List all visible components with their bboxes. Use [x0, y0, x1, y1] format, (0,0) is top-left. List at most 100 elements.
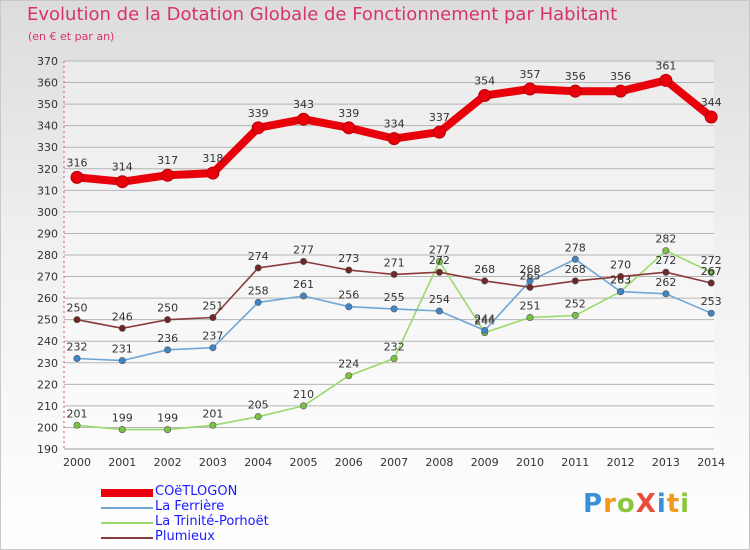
y-tick-label: 220 [37, 378, 58, 391]
data-point [704, 110, 718, 124]
data-point [209, 314, 217, 322]
data-label: 317 [157, 154, 178, 167]
data-label: 256 [338, 289, 359, 302]
x-tick-label: 2012 [607, 456, 635, 469]
y-tick-label: 320 [37, 163, 58, 176]
data-label: 272 [655, 254, 676, 267]
data-label: 334 [384, 118, 405, 131]
data-point [526, 314, 534, 322]
x-tick-label: 2008 [425, 456, 453, 469]
data-label: 314 [112, 161, 133, 174]
y-tick-label: 280 [37, 249, 58, 262]
data-label: 199 [157, 412, 178, 425]
x-tick-label: 2011 [561, 456, 589, 469]
data-label: 339 [338, 107, 359, 120]
data-label: 252 [565, 297, 586, 310]
data-label: 316 [67, 156, 88, 169]
data-label: 250 [67, 302, 88, 315]
data-point [568, 84, 582, 98]
data-label: 268 [474, 263, 495, 276]
data-label: 356 [610, 70, 631, 83]
data-label: 271 [384, 256, 405, 269]
data-label: 199 [112, 412, 133, 425]
logo-letter: r [603, 489, 617, 519]
data-label: 261 [293, 278, 314, 291]
data-point [526, 283, 534, 291]
data-point [251, 121, 265, 135]
data-point [707, 268, 715, 276]
legend-label: Plumieux [155, 529, 215, 544]
y-tick-label: 300 [37, 206, 58, 219]
data-point [617, 273, 625, 281]
data-label: 343 [293, 98, 314, 111]
data-point [432, 125, 446, 139]
data-point [614, 84, 628, 98]
data-point [164, 426, 172, 434]
x-tick-label: 2009 [471, 456, 499, 469]
data-label: 272 [429, 254, 450, 267]
legend-swatch [101, 506, 153, 509]
data-label: 205 [248, 399, 269, 412]
data-label: 253 [701, 295, 722, 308]
data-label: 254 [429, 293, 450, 306]
y-tick-label: 230 [37, 357, 58, 370]
data-point [571, 255, 579, 263]
data-label: 354 [474, 74, 495, 87]
data-label: 344 [701, 96, 722, 109]
logo-letter: t [666, 489, 681, 519]
data-point [662, 290, 670, 298]
data-label: 337 [429, 111, 450, 124]
data-point [299, 257, 307, 265]
data-point [659, 73, 673, 87]
data-point [73, 421, 81, 429]
x-tick-label: 2003 [199, 456, 227, 469]
data-point [387, 132, 401, 146]
data-point [345, 266, 353, 274]
data-label: 232 [384, 340, 405, 353]
y-tick-label: 240 [37, 335, 58, 348]
y-tick-label: 200 [37, 421, 58, 434]
y-tick-label: 330 [37, 141, 58, 154]
data-label: 251 [202, 300, 223, 313]
logo-letter: i [680, 489, 691, 519]
data-label: 274 [248, 250, 269, 263]
data-point [209, 421, 217, 429]
data-point [161, 168, 175, 182]
data-label: 251 [520, 300, 541, 313]
data-label: 262 [655, 276, 676, 289]
legend-label: La Trinité-Porhoët [155, 514, 269, 529]
data-label: 201 [202, 407, 223, 420]
x-tick-label: 2001 [108, 456, 136, 469]
data-label: 250 [157, 302, 178, 315]
data-point [390, 270, 398, 278]
data-label: 270 [610, 259, 631, 272]
data-point [254, 264, 262, 272]
data-point [297, 112, 310, 126]
chart-subtitle: (en € et par an) [28, 30, 115, 43]
data-label: 268 [565, 263, 586, 276]
data-label: 278 [565, 241, 586, 254]
data-point [206, 166, 220, 180]
data-point [571, 277, 579, 285]
data-point [115, 175, 129, 189]
data-point [662, 268, 670, 276]
data-point [390, 305, 398, 313]
data-label: 244 [474, 312, 495, 325]
data-label: 318 [202, 152, 223, 165]
data-label: 237 [202, 330, 223, 343]
data-label: 339 [248, 107, 269, 120]
data-label: 277 [293, 243, 314, 256]
data-point [435, 257, 443, 265]
data-point [118, 324, 126, 332]
legend-swatch [101, 488, 153, 497]
data-point [342, 121, 356, 135]
y-tick-label: 250 [37, 314, 58, 327]
proxiti-logo: ProXiti [583, 489, 690, 519]
data-label: 361 [655, 59, 676, 72]
legend-label: La Ferrière [155, 499, 225, 514]
data-label: 267 [701, 265, 722, 278]
data-point [118, 357, 126, 365]
x-tick-label: 2006 [335, 456, 363, 469]
data-point [209, 344, 217, 352]
